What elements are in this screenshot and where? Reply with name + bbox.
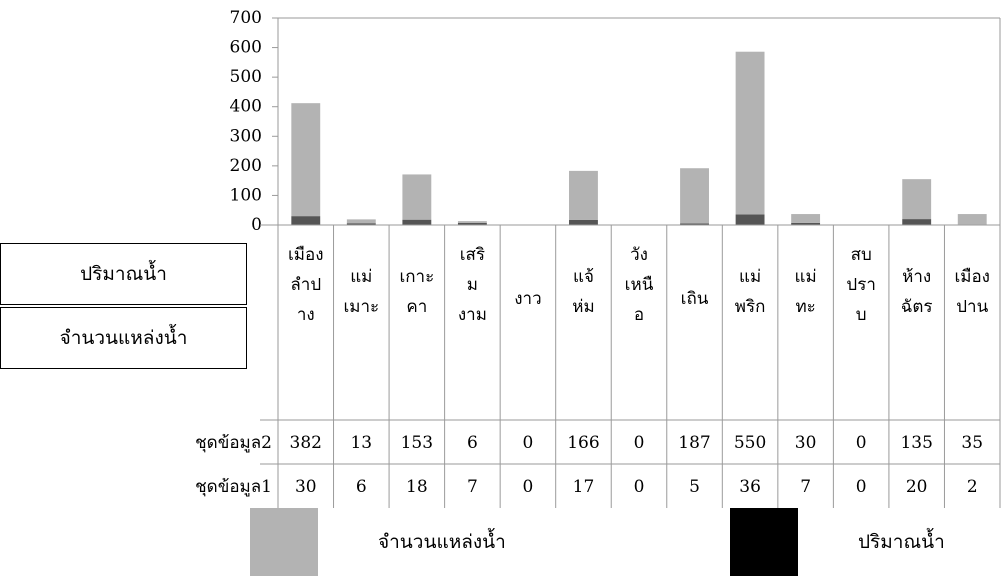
bar-series2: [680, 168, 709, 224]
table-cell-value: 153: [401, 433, 433, 453]
table-cell-value: 20: [906, 477, 928, 497]
table-cell-value: 7: [800, 477, 811, 497]
table-cell-value: 5: [689, 477, 700, 497]
bar-series1: [291, 216, 321, 225]
side-label-volume-text: ปริมาณน้ำ: [80, 263, 167, 285]
side-label-volume: ปริมาณน้ำ: [0, 243, 247, 305]
category-label: เกาะ: [399, 267, 434, 287]
category-label: เมาะ: [343, 297, 379, 317]
category-label: เหนื: [625, 275, 654, 295]
category-label: ทะ: [795, 297, 815, 317]
table-cell-value: 6: [356, 477, 367, 497]
bar-series2: [957, 214, 987, 225]
table-cell-value: 0: [523, 433, 534, 453]
table-cell-value: 382: [290, 433, 322, 453]
category-label: สบ: [851, 245, 872, 265]
category-label: งาว: [514, 289, 541, 309]
category-label: เมือง: [954, 267, 990, 287]
category-label: าง: [297, 305, 315, 325]
bar-series2: [402, 174, 432, 220]
category-label: งาม: [458, 305, 487, 325]
category-label: ฉัตร: [901, 297, 933, 317]
bar-series2: [346, 219, 376, 224]
table-cell-value: 135: [900, 433, 932, 453]
y-tick-label: 0: [251, 215, 262, 235]
legend-item-count: จำนวนแหล่งน้ำ: [250, 508, 506, 576]
table-cell-value: 0: [523, 477, 534, 497]
category-label: ม: [467, 275, 478, 295]
category-label: บ: [856, 305, 867, 325]
table-cell-value: 13: [350, 433, 372, 453]
bar-series2: [569, 170, 598, 220]
category-label: แม่: [739, 267, 761, 287]
category-label: คา: [406, 297, 427, 317]
y-tick-label: 400: [230, 97, 262, 117]
legend-label-count: จำนวนแหล่งน้ำ: [378, 531, 506, 553]
category-label: ลำป: [290, 275, 321, 295]
bar-series2: [291, 103, 321, 217]
bar-series2: [457, 221, 487, 223]
bar-series1: [791, 222, 821, 225]
table-row-header: ชุดข้อมูล2: [195, 433, 272, 453]
bar-series1: [402, 219, 432, 225]
y-tick-label: 700: [230, 8, 262, 28]
bar-series1: [569, 219, 598, 225]
side-label-count: จำนวนแหล่งน้ำ: [0, 307, 247, 369]
table-cell-value: 7: [467, 477, 478, 497]
category-label: เมือง: [288, 245, 324, 265]
y-tick-label: 600: [230, 38, 262, 58]
y-tick-label: 500: [230, 67, 262, 87]
legend-swatch-count: [250, 508, 318, 576]
table-cell-value: 2: [967, 477, 978, 497]
bar-series1: [346, 223, 376, 225]
bar-series1: [457, 222, 487, 225]
y-tick-label: 100: [230, 185, 262, 205]
category-label: เถิน: [681, 289, 709, 309]
bar-series2: [735, 51, 765, 215]
table-cell-value: 18: [406, 477, 428, 497]
category-label: ปาน: [956, 297, 988, 317]
table-cell-value: 30: [795, 433, 817, 453]
y-tick-label: 200: [230, 156, 262, 176]
table-cell-value: 0: [634, 433, 645, 453]
y-tick-label: 300: [230, 126, 262, 146]
bar-series1: [735, 214, 765, 225]
table-cell-value: 30: [295, 477, 317, 497]
category-label: แม่: [795, 267, 817, 287]
table-cell-value: 35: [961, 433, 983, 453]
table-row-header: ชุดข้อมูล1: [195, 477, 272, 497]
category-label: พริก: [735, 297, 766, 317]
category-label: ห้าง: [902, 267, 931, 287]
bar-series1: [902, 219, 932, 225]
bar-series2: [902, 179, 932, 220]
category-label: แม่: [350, 267, 372, 287]
table-cell-value: 550: [734, 433, 766, 453]
table-cell-value: 0: [856, 477, 867, 497]
table-cell-value: 0: [856, 433, 867, 453]
table-cell-value: 187: [678, 433, 710, 453]
table-cell-value: 166: [567, 433, 599, 453]
category-label: ปรา: [846, 275, 875, 295]
category-label: แจ้: [573, 267, 594, 287]
bar-series2: [791, 214, 821, 223]
table-cell-value: 17: [573, 477, 595, 497]
category-label: เสริ: [460, 245, 485, 265]
category-label: วัง: [630, 245, 648, 265]
legend-label-volume: ปริมาณน้ำ: [858, 531, 945, 553]
bar-series1: [680, 223, 709, 225]
table-cell-value: 0: [634, 477, 645, 497]
legend-swatch-volume: [730, 508, 798, 576]
table-cell-value: 6: [467, 433, 478, 453]
side-label-count-text: จำนวนแหล่งน้ำ: [59, 327, 188, 349]
category-label: ห่ม: [572, 297, 594, 317]
legend-item-volume: ปริมาณน้ำ: [730, 508, 945, 576]
category-label: อ: [634, 305, 644, 325]
table-cell-value: 36: [739, 477, 761, 497]
